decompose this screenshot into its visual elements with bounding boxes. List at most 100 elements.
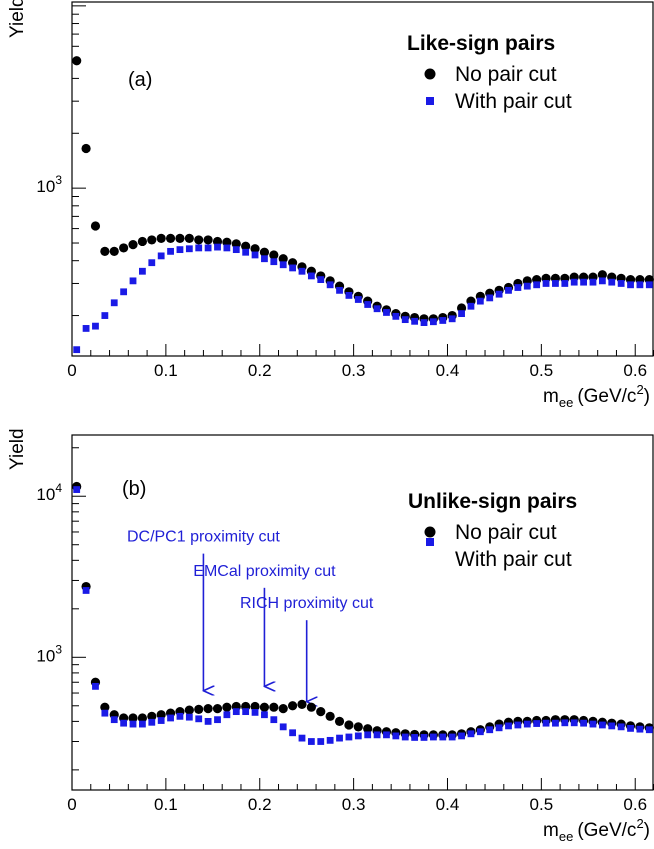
- x-tick-label: 0.5: [530, 795, 554, 814]
- point-no-pair-cut: [128, 240, 138, 250]
- point-with-pair-cut: [364, 731, 372, 739]
- point-with-pair-cut: [589, 278, 597, 286]
- point-with-pair-cut: [486, 726, 494, 734]
- panel-label: (b): [122, 478, 146, 500]
- point-with-pair-cut: [289, 729, 296, 737]
- point-with-pair-cut: [383, 309, 390, 316]
- point-with-pair-cut: [608, 278, 616, 286]
- point-no-pair-cut: [278, 254, 288, 264]
- point-no-pair-cut: [241, 241, 251, 251]
- plot-frame: [71, 434, 654, 791]
- point-with-pair-cut: [242, 708, 250, 716]
- point-with-pair-cut: [448, 733, 456, 741]
- point-no-pair-cut: [147, 235, 157, 245]
- point-with-pair-cut: [364, 301, 372, 308]
- point-with-pair-cut: [523, 720, 531, 728]
- point-with-pair-cut: [251, 708, 259, 716]
- point-no-pair-cut: [156, 710, 166, 720]
- point-with-pair-cut: [176, 246, 184, 254]
- point-with-pair-cut: [476, 728, 484, 736]
- x-tick-label: 0.4: [436, 795, 460, 814]
- point-no-pair-cut: [222, 702, 232, 712]
- point-with-pair-cut: [336, 734, 343, 742]
- point-no-pair-cut: [250, 244, 260, 254]
- point-with-pair-cut: [570, 719, 578, 727]
- point-no-pair-cut: [325, 711, 335, 721]
- point-with-pair-cut: [185, 245, 193, 253]
- y-axis-label: Yield: [7, 428, 28, 470]
- x-tick-label: 0.6: [623, 361, 647, 380]
- point-no-pair-cut: [72, 56, 82, 66]
- point-no-pair-cut: [297, 699, 307, 709]
- point-with-pair-cut: [439, 733, 447, 741]
- point-with-pair-cut: [345, 733, 353, 741]
- point-no-pair-cut: [81, 143, 91, 154]
- x-tick-label: 0.2: [248, 361, 272, 380]
- point-with-pair-cut: [645, 281, 653, 289]
- point-with-pair-cut: [317, 738, 325, 745]
- x-tick-label: 0.4: [436, 361, 460, 380]
- point-with-pair-cut: [336, 286, 343, 294]
- point-with-pair-cut: [392, 732, 400, 740]
- legend-entry-with-cut: With pair cut: [455, 90, 572, 113]
- legend-marker-no-cut: [424, 68, 436, 80]
- annotation-label: EMCal proximity cut: [193, 563, 336, 580]
- point-with-pair-cut: [279, 723, 287, 731]
- point-with-pair-cut: [101, 709, 109, 717]
- x-tick-label: 0.1: [154, 795, 178, 814]
- point-with-pair-cut: [110, 716, 118, 724]
- legend-entry-no-cut: No pair cut: [455, 521, 557, 544]
- point-with-pair-cut: [467, 302, 475, 310]
- point-with-pair-cut: [495, 290, 503, 298]
- point-with-pair-cut: [383, 731, 390, 739]
- point-with-pair-cut: [298, 734, 306, 742]
- point-with-pair-cut: [195, 244, 203, 252]
- point-with-pair-cut: [523, 282, 531, 290]
- point-with-pair-cut: [598, 721, 606, 729]
- point-with-pair-cut: [373, 731, 381, 739]
- point-with-pair-cut: [176, 712, 184, 720]
- point-with-pair-cut: [430, 733, 437, 741]
- point-no-pair-cut: [194, 235, 204, 245]
- point-with-pair-cut: [373, 305, 381, 313]
- point-with-pair-cut: [542, 280, 550, 287]
- point-with-pair-cut: [73, 346, 81, 354]
- point-with-pair-cut: [129, 277, 137, 285]
- x-axis-label: mee (GeV/c2): [543, 382, 650, 410]
- point-with-pair-cut: [73, 486, 81, 493]
- point-with-pair-cut: [458, 732, 465, 740]
- point-with-pair-cut: [458, 310, 465, 318]
- point-no-pair-cut: [269, 702, 279, 712]
- point-with-pair-cut: [326, 736, 334, 744]
- point-no-pair-cut: [100, 702, 110, 712]
- point-with-pair-cut: [514, 721, 522, 729]
- point-with-pair-cut: [317, 276, 325, 283]
- point-no-pair-cut: [137, 236, 148, 247]
- point-with-pair-cut: [157, 717, 165, 724]
- point-with-pair-cut: [270, 716, 278, 724]
- point-with-pair-cut: [411, 317, 419, 325]
- point-with-pair-cut: [561, 280, 569, 287]
- point-with-pair-cut: [476, 297, 484, 305]
- point-with-pair-cut: [167, 714, 174, 722]
- point-with-pair-cut: [636, 725, 644, 733]
- point-no-pair-cut: [119, 243, 129, 253]
- point-no-pair-cut: [259, 702, 270, 712]
- point-with-pair-cut: [645, 726, 653, 734]
- point-with-pair-cut: [82, 325, 90, 332]
- point-with-pair-cut: [514, 284, 522, 291]
- point-with-pair-cut: [354, 296, 362, 303]
- point-no-pair-cut: [175, 233, 185, 244]
- point-with-pair-cut: [411, 734, 419, 741]
- point-no-pair-cut: [203, 704, 213, 714]
- point-no-pair-cut: [259, 247, 270, 257]
- point-no-pair-cut: [109, 246, 119, 256]
- point-with-pair-cut: [392, 312, 400, 320]
- point-with-pair-cut: [101, 312, 109, 319]
- point-with-pair-cut: [120, 288, 128, 296]
- point-with-pair-cut: [401, 733, 409, 741]
- point-with-pair-cut: [92, 682, 99, 690]
- point-with-pair-cut: [279, 261, 287, 269]
- point-no-pair-cut: [147, 711, 157, 721]
